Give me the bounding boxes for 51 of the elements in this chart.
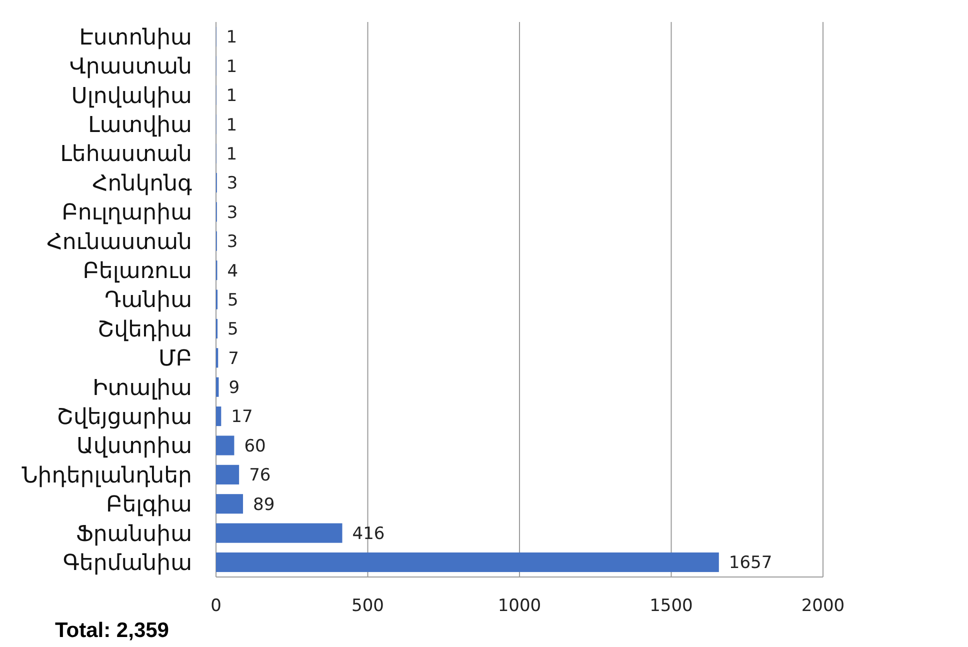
y-tick-label: Հոնկոնգ <box>92 171 193 196</box>
data-label: 3 <box>226 174 238 194</box>
bar <box>216 406 222 426</box>
bar <box>216 377 219 397</box>
bar <box>216 464 240 484</box>
y-tick-label: Ֆրանսիա <box>76 522 192 547</box>
bar <box>216 494 244 514</box>
y-tick-label: ՄԲ <box>158 346 192 372</box>
bar <box>216 552 719 572</box>
data-label: 7 <box>228 348 239 369</box>
y-tick-label: Շվեդիա <box>97 317 192 342</box>
y-tick-label: Էստոնիա <box>79 25 192 50</box>
y-tick-label: Բելգիա <box>106 492 192 518</box>
data-label: 4 <box>227 261 238 282</box>
y-tick-label: Հունաստան <box>46 230 192 255</box>
x-tick-label: 2000 <box>801 596 845 616</box>
y-tick-label: Լատվիա <box>88 113 192 138</box>
y-tick-label: Բուլղարիա <box>62 200 192 226</box>
bar <box>216 436 234 456</box>
x-tick-label: 1000 <box>498 596 542 616</box>
y-tick-label: Նիդերլանդներ <box>22 463 192 488</box>
data-label: 3 <box>226 202 238 223</box>
x-tick-label: 500 <box>352 596 384 616</box>
x-tick-label: 1500 <box>650 596 693 616</box>
data-label: 9 <box>228 378 240 398</box>
y-tick-label: Վրաստան <box>69 54 192 80</box>
data-label: 1657 <box>728 553 772 574</box>
y-tick-label: Շվեյցարիա <box>56 404 192 430</box>
data-label: 5 <box>228 320 238 340</box>
x-tick-label: 0 <box>210 596 222 616</box>
data-label: 17 <box>231 407 253 428</box>
data-label: 5 <box>228 290 238 310</box>
y-tick-label: Բելառուս <box>82 259 192 284</box>
data-label: 416 <box>352 524 385 544</box>
bar <box>216 523 342 543</box>
data-label: 1 <box>226 86 238 106</box>
y-tick-label: Ավստրիա <box>76 434 192 460</box>
y-tick-label: Սլովակիա <box>71 84 192 109</box>
data-label: 1 <box>226 144 238 164</box>
data-label: 60 <box>244 436 266 456</box>
y-tick-label: Իտալիա <box>92 376 192 401</box>
data-label: 1 <box>226 28 238 48</box>
text: Total: 2,359 <box>55 619 169 642</box>
data-label: 1 <box>226 56 238 77</box>
data-label: 3 <box>226 232 238 252</box>
y-tick-label: Գերմանիա <box>62 550 192 576</box>
data-label: 89 <box>253 494 275 515</box>
y-tick-label: Դանիա <box>104 288 192 314</box>
data-label: 1 <box>226 115 238 136</box>
y-tick-label: Լեհաստան <box>60 142 192 168</box>
data-label: 76 <box>249 466 271 486</box>
